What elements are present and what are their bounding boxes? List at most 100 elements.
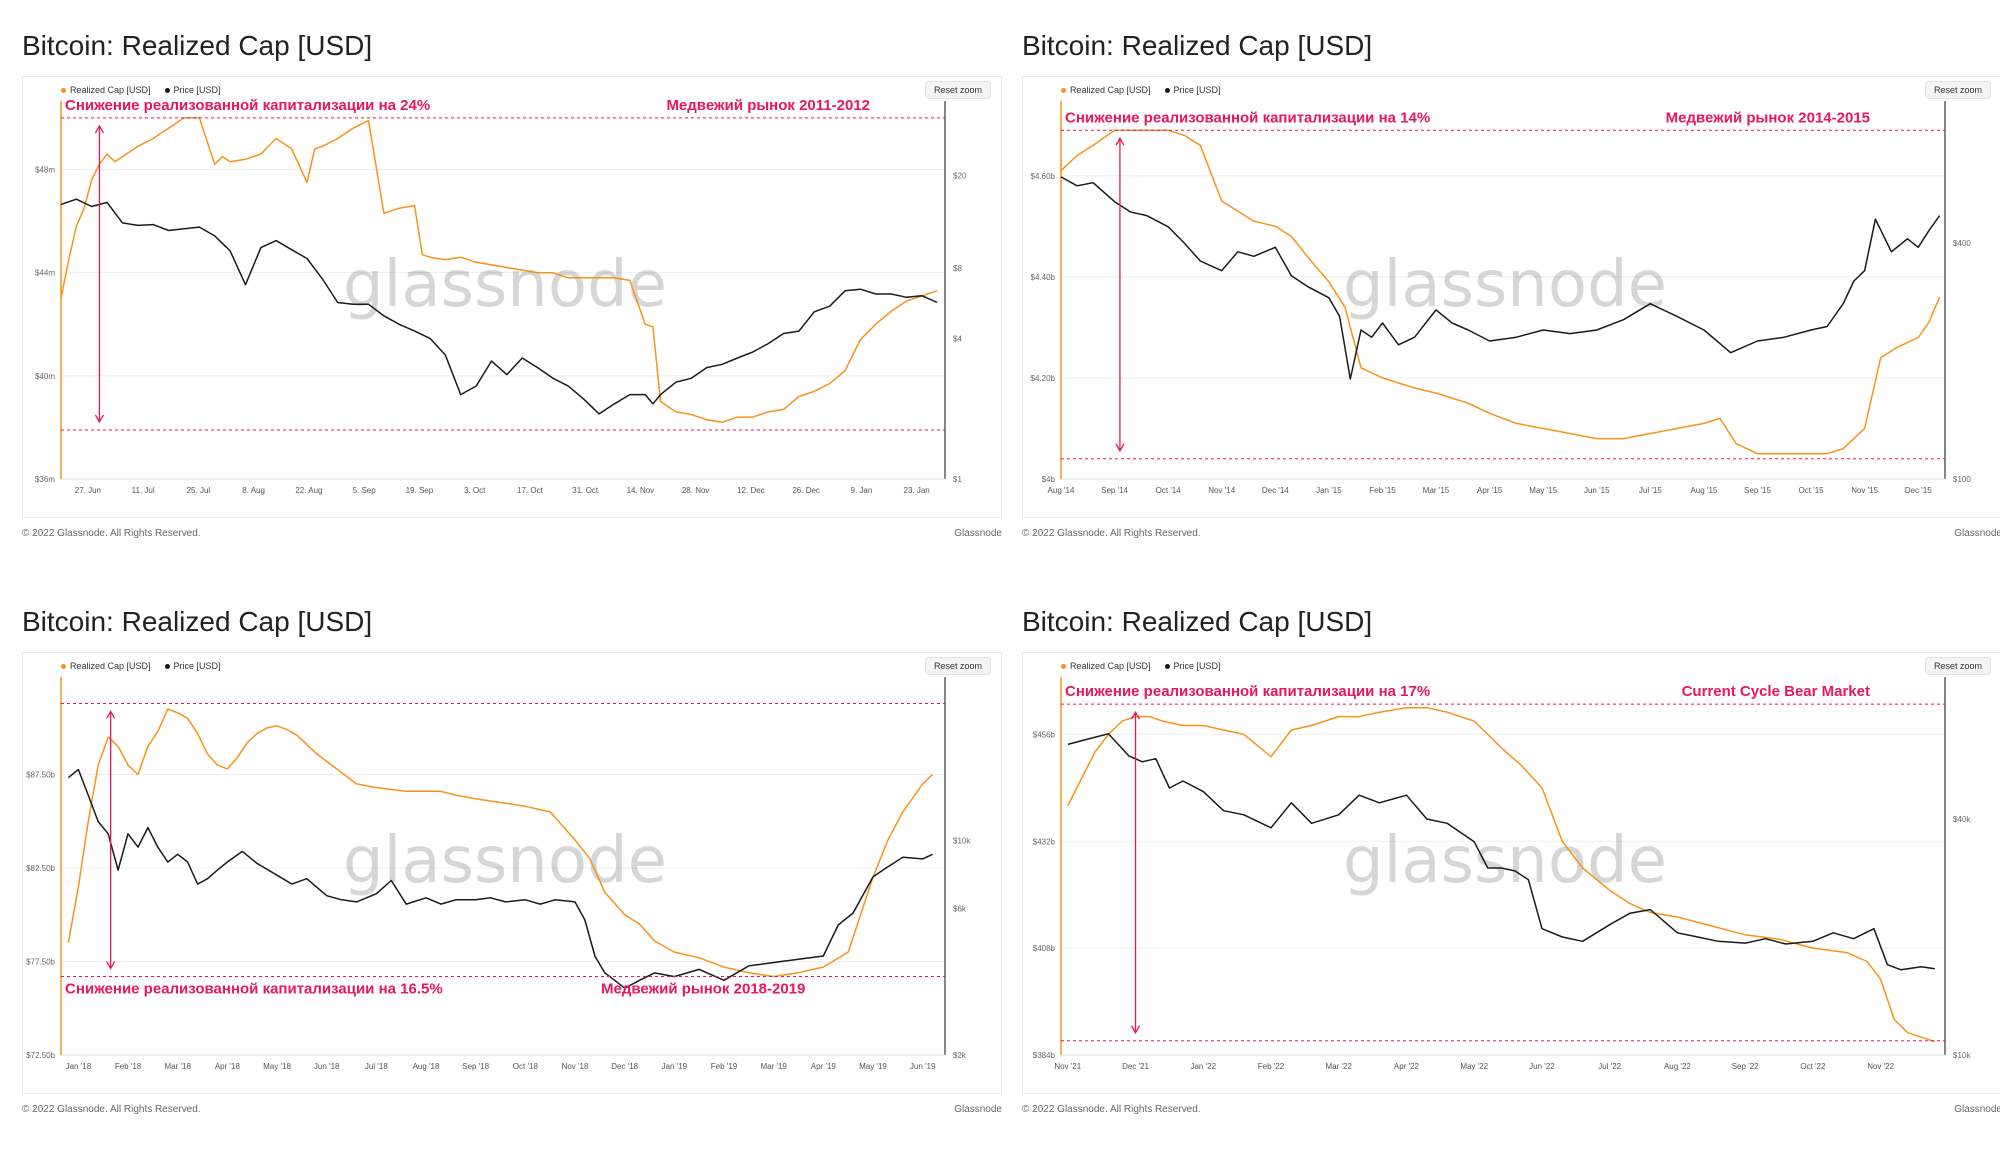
y-left-tick-label: $72.50b	[26, 1051, 55, 1060]
watermark-logo: glassnode	[343, 824, 667, 898]
y-left-tick-label: $44m	[35, 269, 55, 278]
x-tick-label: Jul '22	[1598, 1062, 1621, 1071]
legend-item-price[interactable]: Price [USD]	[1164, 85, 1221, 95]
chart-box: $456b $432b $408b $384b $40k $10k Nov '21 Dec '…	[1022, 652, 2000, 1094]
legend-item-realized-cap[interactable]: Realized Cap [USD]	[1061, 661, 1151, 671]
x-tick-label: Nov '14	[1208, 486, 1235, 495]
x-tick-label: Dec '15	[1905, 486, 1932, 495]
x-tick-label: Nov '22	[1867, 1062, 1894, 1071]
chart-title: Bitcoin: Realized Cap [USD]	[1022, 606, 1373, 637]
legend-item-realized-cap[interactable]: Realized Cap [USD]	[1061, 85, 1151, 95]
annotation-decline-label: Снижение реализованной капитализации на …	[65, 97, 430, 114]
reset-zoom-button[interactable]: Reset zoom	[924, 81, 991, 99]
series-line-realized-cap	[1060, 129, 1941, 455]
footer-brand: Glassnode	[954, 528, 1002, 539]
x-tick-label: Oct '15	[1799, 486, 1825, 495]
chart-svg: $48m $44m $40m $36m $20 $8 $4 $1 27. Jun 11. Jul 2…	[35, 97, 967, 495]
x-tick-label: Sep '14	[1101, 486, 1128, 495]
annotation-market-label: Медвежий рынок 2011-2012	[666, 97, 870, 114]
x-tick-label: Apr '15	[1477, 486, 1503, 495]
legend-dot-icon	[1164, 87, 1170, 93]
x-tick-label: 26. Dec	[792, 486, 820, 495]
chart-box: $48m $44m $40m $36m $20 $8 $4 $1 27. Jun 11. Jul 2…	[22, 76, 1002, 518]
x-tick-label: Mar '18	[164, 1062, 191, 1071]
x-tick-label: Apr '19	[811, 1062, 837, 1071]
y-right-tick-label: $100	[1953, 475, 1971, 484]
chart-legend: Realized Cap [USD] Price [USD]	[1061, 661, 1221, 671]
x-tick-label: 23. Jan	[904, 486, 930, 495]
legend-item-realized-cap[interactable]: Realized Cap [USD]	[61, 85, 151, 95]
chart-legend: Realized Cap [USD] Price [USD]	[61, 661, 221, 671]
chart-title: Bitcoin: Realized Cap [USD]	[22, 30, 373, 61]
footer-brand: Glassnode	[1954, 1104, 2000, 1115]
x-tick-label: 11. Jul	[132, 486, 155, 495]
y-left-tick-label: $408b	[1033, 944, 1056, 953]
x-tick-label: 14. Nov	[627, 486, 655, 495]
x-tick-label: Oct '18	[513, 1062, 539, 1071]
x-tick-label: Jan '18	[66, 1062, 92, 1071]
arrow-up-icon	[94, 124, 104, 134]
legend-dot-icon	[61, 663, 66, 669]
x-tick-label: 31. Oct	[572, 486, 599, 495]
x-tick-label: Jul '18	[365, 1062, 388, 1071]
reset-zoom-button[interactable]: Reset zoom	[924, 657, 991, 675]
y-right-tick-label: $20	[953, 171, 967, 180]
legend-label: Realized Cap [USD]	[70, 661, 151, 671]
x-tick-label: Feb '19	[711, 1062, 738, 1071]
x-tick-label: Feb '15	[1369, 486, 1396, 495]
x-tick-label: Mar '15	[1423, 486, 1450, 495]
x-tick-label: Dec '21	[1122, 1062, 1149, 1071]
series-line-price	[1060, 176, 1941, 380]
x-tick-label: Apr '18	[215, 1062, 241, 1071]
reset-zoom-button[interactable]: Reset zoom	[1924, 81, 1991, 99]
y-right-tick-label: $8	[953, 264, 962, 273]
x-tick-label: 17. Oct	[517, 486, 544, 495]
x-tick-label: Oct '14	[1156, 486, 1182, 495]
arrow-down-icon	[94, 414, 104, 424]
legend-item-price[interactable]: Price [USD]	[1164, 661, 1221, 671]
x-tick-label: Dec '18	[611, 1062, 638, 1071]
x-tick-label: Aug '15	[1690, 486, 1717, 495]
y-left-tick-label: $432b	[1033, 837, 1056, 846]
arrow-down-icon	[106, 961, 116, 970]
y-left-tick-label: $40m	[35, 372, 55, 381]
x-tick-label: 19. Sep	[406, 486, 434, 495]
legend-dot-icon	[1164, 663, 1170, 669]
legend-dot-icon	[1061, 87, 1066, 93]
y-left-tick-label: $4b	[1042, 475, 1056, 484]
chart-legend: Realized Cap [USD] Price [USD]	[61, 85, 221, 95]
chart-legend: Realized Cap [USD] Price [USD]	[1061, 85, 1221, 95]
x-tick-label: Jul '15	[1639, 486, 1662, 495]
x-tick-label: Mar '19	[760, 1062, 787, 1071]
x-tick-label: 8. Aug	[242, 486, 265, 495]
footer-brand: Glassnode	[954, 1104, 1002, 1115]
y-left-tick-label: $384b	[1033, 1051, 1056, 1060]
y-left-tick-label: $4.60b	[1031, 172, 1056, 181]
arrow-down-icon	[1115, 443, 1125, 453]
arrow-up-icon	[1130, 710, 1141, 720]
legend-item-price[interactable]: Price [USD]	[164, 85, 221, 95]
x-tick-label: Feb '22	[1258, 1062, 1285, 1071]
arrow-up-icon	[1115, 136, 1125, 146]
y-left-tick-label: $82.50b	[26, 864, 55, 873]
y-right-tick-label: $10k	[953, 836, 971, 845]
annotation-market-label: Медвежий рынок 2014-2015	[1666, 109, 1870, 126]
x-tick-label: Aug '22	[1664, 1062, 1691, 1071]
legend-item-price[interactable]: Price [USD]	[164, 661, 221, 671]
x-tick-label: 3. Oct	[464, 486, 486, 495]
legend-label: Realized Cap [USD]	[1070, 661, 1151, 671]
series-line-price	[67, 768, 933, 989]
footer-copyright: © 2022 Glassnode. All Rights Reserved.	[1022, 1104, 1201, 1115]
x-tick-label: Dec '14	[1262, 486, 1289, 495]
x-tick-label: 12. Dec	[737, 486, 765, 495]
annotation-decline-label: Снижение реализованной капитализации на …	[65, 980, 443, 997]
legend-item-realized-cap[interactable]: Realized Cap [USD]	[61, 661, 151, 671]
y-right-tick-label: $10k	[1953, 1051, 1971, 1060]
x-tick-label: Oct '22	[1800, 1062, 1826, 1071]
y-left-tick-label: $4.40b	[1031, 273, 1056, 282]
chart-svg: $87.50b $82.50b $77.50b $72.50b $10k $6k $2k Ja…	[26, 677, 971, 1071]
reset-zoom-button[interactable]: Reset zoom	[1924, 657, 1991, 675]
x-tick-label: Feb '18	[115, 1062, 142, 1071]
x-tick-label: Apr '22	[1394, 1062, 1420, 1071]
arrow-up-icon	[106, 710, 116, 719]
